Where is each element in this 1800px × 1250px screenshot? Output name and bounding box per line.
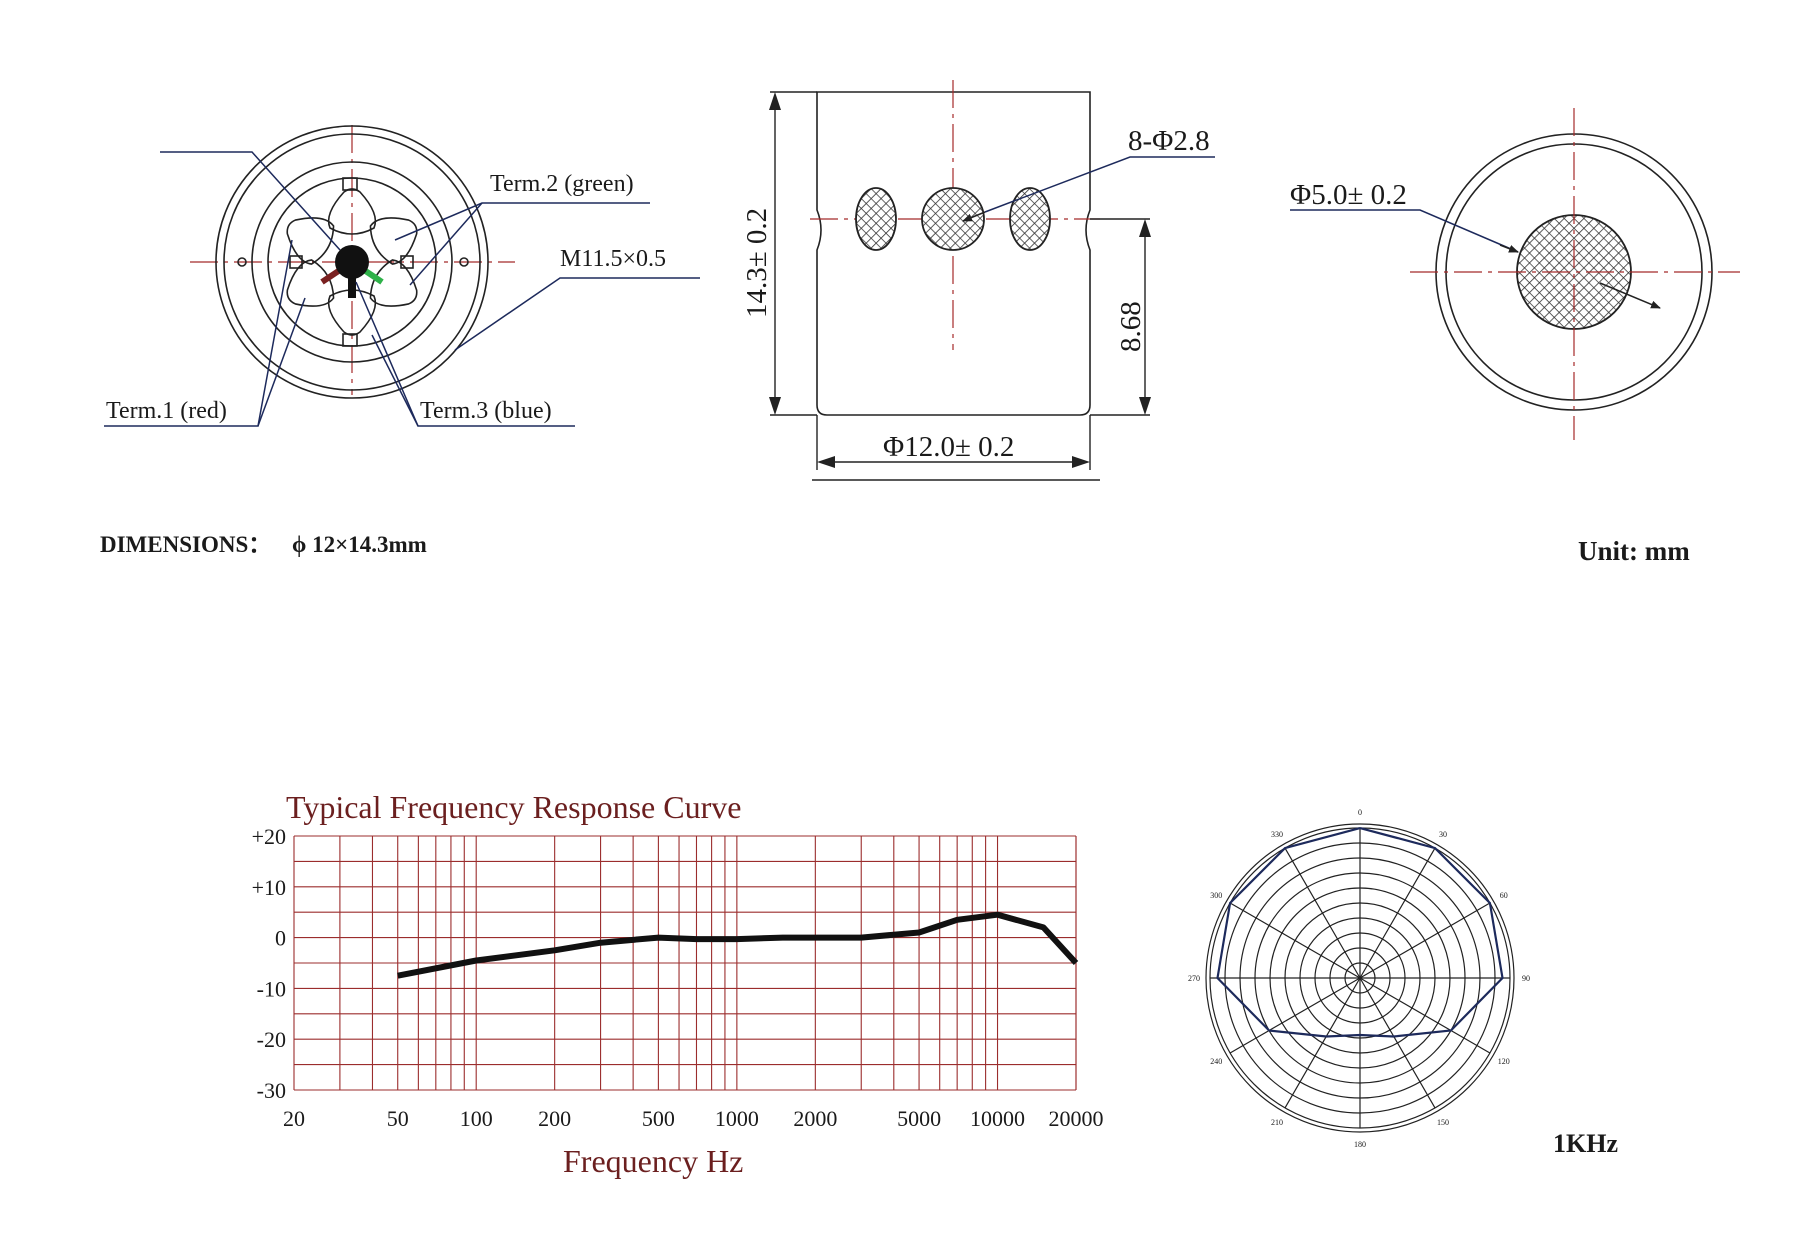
chart-grid — [293, 835, 1077, 1091]
polar-spoke — [1359, 902, 1491, 979]
polar-response-curve — [1216, 826, 1504, 1038]
leader-term1-b — [257, 297, 306, 427]
x-tick-label: 100 — [460, 1106, 493, 1131]
polar-angle-label: 240 — [1210, 1057, 1222, 1066]
leader-top-left — [160, 151, 341, 251]
term3-label: Term.3 (blue) — [420, 398, 552, 424]
polar-spoke — [1229, 977, 1361, 1054]
polar-angle-labels: 0 30 60 90 120 150 180 210 240 270 300 330 — [1188, 808, 1530, 1149]
sound-hole-left — [855, 187, 897, 251]
polar-angle-label: 180 — [1354, 1140, 1366, 1149]
holes-arrow — [962, 211, 986, 222]
polar-angle-label: 300 — [1210, 891, 1222, 900]
term1-label: Term.1 (red) — [106, 398, 227, 424]
offset-label: 8.68 — [1115, 301, 1147, 352]
leader-term3-b — [371, 334, 419, 427]
polar-angle-label: 330 — [1271, 830, 1283, 839]
pad-tab-right — [400, 255, 414, 269]
y-tick-labels: +20 +10 0 -10 -20 -30 — [252, 824, 286, 1103]
terminal-pad — [327, 289, 377, 336]
y-tick-label: +10 — [252, 875, 286, 900]
term2-label: Term.2 (green) — [490, 171, 634, 197]
y-tick-label: +20 — [252, 824, 286, 849]
front-view: Term.2 (green) M11.5×0.5 Term.1 (red) Te… — [104, 125, 700, 427]
capsule-body — [816, 91, 1091, 416]
chart-title: Typical Frequency Response Curve — [286, 789, 741, 825]
sound-hole-right — [1009, 187, 1051, 251]
front-thread-ring — [223, 133, 481, 391]
pad-tab-top — [342, 177, 358, 191]
side-view: 8-Φ2.8 14.3± 0.2 8.68 Φ12.0± 0.2 — [741, 80, 1215, 481]
terminal-pad — [286, 259, 335, 307]
polar-spoke — [1284, 847, 1361, 979]
x-axis-label: Frequency Hz — [563, 1143, 743, 1179]
polar-angle-label: 150 — [1437, 1118, 1449, 1127]
leader-thread — [454, 277, 700, 351]
y-tick-label: -20 — [257, 1027, 286, 1052]
x-tick-label: 50 — [387, 1106, 409, 1131]
y-tick-label: -10 — [257, 976, 286, 1001]
sound-hole-center — [921, 187, 985, 251]
y-tick-label: -30 — [257, 1078, 286, 1103]
front-hole-right — [459, 257, 469, 267]
front-inner-ring — [251, 161, 453, 363]
x-tick-label: 500 — [642, 1106, 675, 1131]
leader-term2-b — [409, 202, 483, 286]
dimensions-value: ϕ 12×14.3mm — [292, 532, 427, 557]
polar-pattern-chart: 0 30 60 90 120 150 180 210 240 270 300 330 1KHz — [1188, 808, 1618, 1158]
front-outer-ring — [215, 125, 489, 399]
port-arrow-top — [1499, 244, 1519, 253]
x-tick-label: 5000 — [897, 1106, 941, 1131]
terminal-pad — [327, 188, 377, 235]
back-view: Φ5.0± 0.2 — [1290, 108, 1740, 440]
x-tick-label: 200 — [538, 1106, 571, 1131]
x-tick-label: 10000 — [970, 1106, 1025, 1131]
terminal-pads — [286, 188, 418, 336]
center-solder-dot — [335, 245, 369, 279]
leader-holes — [984, 156, 1215, 213]
polar-spoke — [1284, 977, 1361, 1109]
dimensions-title: DIMENSIONS： — [100, 532, 271, 557]
polar-angle-label: 120 — [1498, 1057, 1510, 1066]
x-tick-label: 2000 — [793, 1106, 837, 1131]
polar-angle-label: 30 — [1439, 830, 1447, 839]
x-tick-label: 1000 — [715, 1106, 759, 1131]
terminal-pad — [369, 217, 418, 265]
polar-spokes — [1210, 828, 1510, 1128]
port-label: Φ5.0± 0.2 — [1290, 179, 1407, 211]
polar-angle-label: 90 — [1522, 974, 1530, 983]
holes-label: 8-Φ2.8 — [1128, 125, 1210, 157]
polar-angle-label: 270 — [1188, 974, 1200, 983]
front-hole-left — [237, 257, 247, 267]
frequency-response-chart: Typical Frequency Response Curve +20 +10 0… — [252, 789, 1104, 1179]
terminal-pad — [369, 259, 418, 307]
polar-angle-label: 60 — [1500, 891, 1508, 900]
leader-port — [1290, 209, 1519, 253]
polar-spoke — [1359, 847, 1436, 979]
polar-spoke — [1359, 977, 1436, 1109]
diameter-label: Φ12.0± 0.2 — [883, 431, 1014, 463]
polar-angle-label: 210 — [1271, 1118, 1283, 1127]
unit-label: Unit: mm — [1578, 536, 1690, 566]
response-curve — [397, 911, 1079, 979]
port-arrow-bottom — [1599, 282, 1661, 309]
x-tick-label: 20 — [283, 1106, 305, 1131]
y-tick-label: 0 — [275, 926, 286, 951]
polar-frequency-label: 1KHz — [1553, 1129, 1618, 1158]
polar-spoke — [1359, 977, 1491, 1054]
x-tick-label: 20000 — [1049, 1106, 1104, 1131]
polar-outer-ring — [1205, 823, 1515, 1133]
polar-angle-label: 0 — [1358, 808, 1362, 817]
height-label: 14.3± 0.2 — [741, 208, 773, 318]
x-tick-labels: 20 50 100 200 500 1000 2000 5000 10000 20000 — [283, 1106, 1104, 1131]
thread-label: M11.5×0.5 — [560, 246, 666, 272]
leader-term2 — [394, 202, 650, 241]
pad-tab-left — [289, 255, 303, 269]
polar-spoke — [1229, 902, 1361, 979]
pad-tab-bottom — [342, 333, 358, 347]
